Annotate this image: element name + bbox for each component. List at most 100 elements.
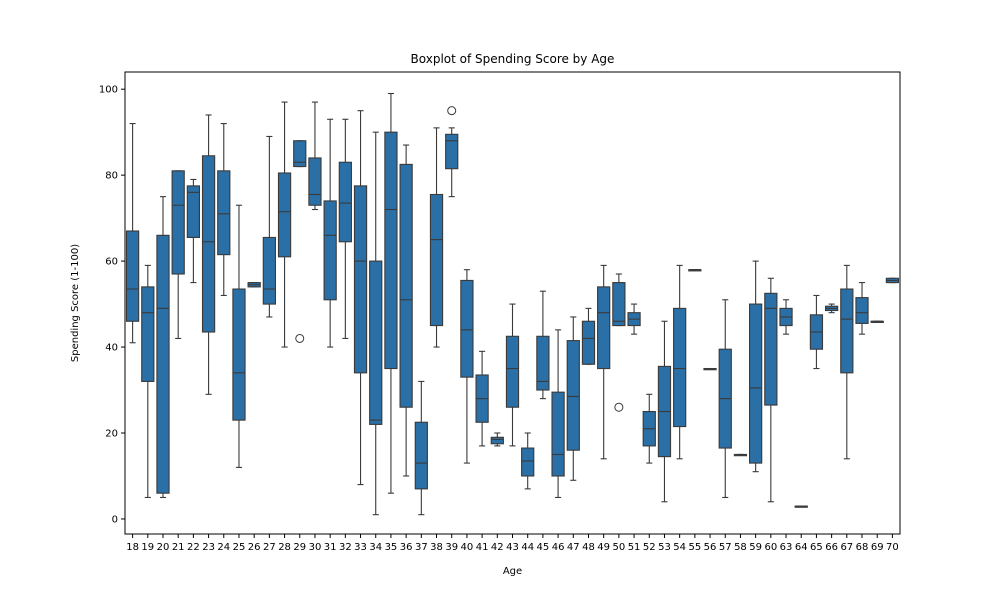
x-tick-label-50: 50 (613, 542, 626, 553)
box-21 (171, 170, 185, 340)
box-body-54 (673, 307, 687, 428)
box-28 (277, 101, 292, 348)
box-52 (642, 393, 656, 464)
x-tick-label-35: 35 (385, 542, 398, 553)
box-33 (353, 110, 368, 486)
box-31 (323, 118, 337, 348)
box-20 (156, 196, 170, 499)
box-69 (870, 320, 884, 324)
x-tick-label-55: 55 (688, 542, 701, 553)
box-60 (764, 277, 778, 503)
y-tick-label-40: 40 (105, 343, 118, 354)
box-body-35 (384, 131, 398, 370)
x-tick-label-44: 44 (521, 542, 534, 553)
box-57 (718, 299, 732, 499)
box-23 (201, 114, 216, 395)
x-tick-label-51: 51 (628, 542, 641, 553)
x-tick-label-25: 25 (233, 542, 246, 553)
box-body-50 (612, 282, 626, 327)
x-tick-label-42: 42 (491, 542, 504, 553)
box-body-18 (125, 230, 140, 322)
y-tick-label-60: 60 (105, 257, 118, 268)
box-body-20 (156, 234, 170, 494)
box-body-25 (232, 288, 246, 421)
box-66 (824, 303, 839, 314)
x-tick-label-29: 29 (293, 542, 306, 553)
box-body-31 (323, 200, 337, 301)
x-tick-label-41: 41 (476, 542, 489, 553)
box-body-44 (521, 447, 535, 477)
x-tick-label-43: 43 (506, 542, 519, 553)
box-29 (293, 140, 307, 343)
x-tick-label-30: 30 (309, 542, 322, 553)
x-tick-label-40: 40 (461, 542, 474, 553)
box-body-34 (369, 260, 383, 425)
x-tick-label-54: 54 (673, 542, 686, 553)
x-tick-label-21: 21 (172, 542, 185, 553)
x-axis: 18 19 20 21 22 23 24 25 26 27 28 29 30 31 32 33 34 35 36 37… (126, 534, 899, 553)
box-body-27 (262, 236, 276, 305)
box-68 (855, 282, 869, 335)
x-tick-label-26: 26 (248, 542, 261, 553)
x-tick-label-23: 23 (202, 542, 215, 553)
box-51 (627, 303, 641, 335)
box-34 (369, 131, 383, 516)
box-55 (688, 269, 702, 272)
box-body-47 (566, 340, 580, 451)
box-body-42 (490, 436, 504, 445)
x-tick-label-49: 49 (597, 542, 610, 553)
box-body-30 (308, 157, 322, 206)
y-axis-label: Spending Score (1-100) (70, 244, 81, 362)
x-tick-label-34: 34 (369, 542, 382, 553)
x-tick-label-28: 28 (278, 542, 291, 553)
x-tick-label-37: 37 (415, 542, 428, 553)
box-body-43 (505, 335, 520, 408)
box-37 (414, 380, 428, 516)
x-tick-label-67: 67 (840, 542, 853, 553)
box-36 (399, 144, 413, 477)
box-body-67 (840, 288, 854, 374)
box-49 (597, 264, 611, 460)
x-tick-label-53: 53 (658, 542, 671, 553)
box-45 (536, 290, 550, 400)
box-body-48 (581, 320, 596, 365)
box-body-22 (186, 185, 201, 239)
x-tick-label-20: 20 (157, 542, 170, 553)
box-body-40 (460, 279, 474, 378)
x-tick-label-48: 48 (582, 542, 595, 553)
box-27 (262, 135, 276, 318)
box-body-33 (353, 185, 368, 374)
box-39 (445, 106, 459, 198)
x-tick-label-60: 60 (764, 542, 777, 553)
box-body-38 (429, 193, 444, 327)
box-56 (703, 367, 717, 371)
box-body-49 (597, 286, 611, 370)
box-body-46 (551, 391, 565, 477)
outlier-29-0 (295, 333, 305, 343)
box-body-37 (414, 421, 428, 490)
box-43 (505, 303, 520, 447)
box-59 (749, 260, 763, 473)
y-tick-label-20: 20 (105, 429, 118, 440)
box-63 (779, 299, 793, 335)
x-tick-label-68: 68 (856, 542, 869, 553)
box-58 (733, 453, 748, 457)
box-38 (429, 127, 444, 348)
x-tick-label-22: 22 (187, 542, 200, 553)
x-tick-label-38: 38 (430, 542, 443, 553)
outlier-50-0 (614, 402, 624, 412)
x-tick-label-58: 58 (734, 542, 747, 553)
box-46 (551, 329, 565, 499)
x-tick-label-36: 36 (400, 542, 413, 553)
x-tick-label-65: 65 (810, 542, 823, 553)
box-70 (885, 277, 900, 284)
x-tick-label-69: 69 (871, 542, 884, 553)
box-body-59 (749, 303, 763, 464)
box-54 (673, 264, 687, 460)
box-32 (338, 118, 352, 340)
box-18 (125, 123, 140, 344)
x-tick-label-46: 46 (552, 542, 565, 553)
x-tick-label-31: 31 (324, 542, 337, 553)
box-53 (657, 320, 672, 503)
